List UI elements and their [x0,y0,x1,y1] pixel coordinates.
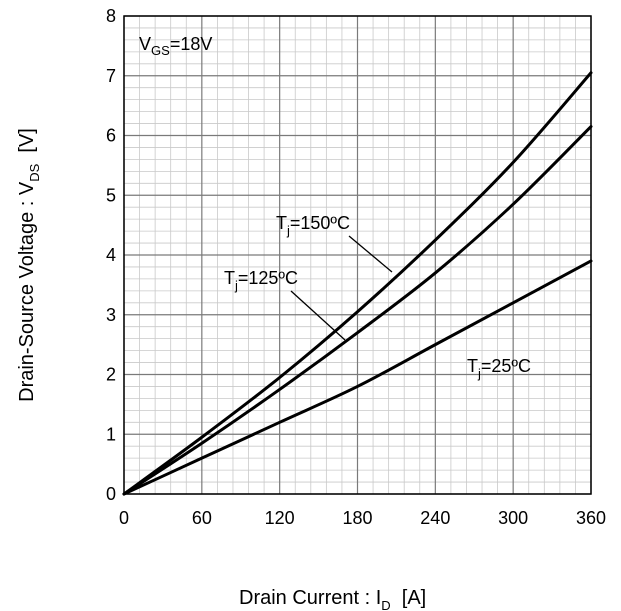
series-label-tj150-suffix: =150ºC [290,213,350,233]
y-tick-label: 2 [106,365,116,385]
y-axis-title-sub: DS [27,163,42,181]
x-tick-labels: 0 60 120 180 240 300 360 [119,508,606,528]
x-tick-label: 120 [265,508,295,528]
series-label-tj25-prefix: T [467,356,478,376]
y-tick-label: 4 [106,245,116,265]
plot-frame [123,15,592,495]
x-axis-title-sub: D [381,598,390,611]
annotation-leader-lines [290,235,393,341]
x-axis-title-main: Drain Current : I [239,587,381,609]
y-tick-labels: 0 1 2 3 4 5 6 7 8 [106,6,116,504]
series-label-tj125-prefix: T [224,268,235,288]
y-tick-label: 6 [106,126,116,146]
y-tick-label: 7 [106,66,116,86]
series-label-tj150-prefix: T [276,213,287,233]
y-tick-label: 5 [106,185,116,205]
x-tick-label: 180 [342,508,372,528]
condition-prefix: V [139,34,151,54]
series-label-tj125-sub: j [234,278,238,293]
series-label-tj125: Tj=125ºC [224,268,298,293]
leader-line-tj125 [290,290,346,341]
y-tick-label: 8 [106,6,116,26]
y-tick-label: 1 [106,424,116,444]
x-tick-label: 360 [576,508,606,528]
series-lines [122,71,593,496]
condition-label: VGS=18V [139,34,212,58]
y-axis-title-unit: [V] [16,128,38,164]
x-tick-label: 240 [420,508,450,528]
x-tick-label: 0 [119,508,129,528]
series-line-1 [122,125,593,496]
series-label-tj150-sub: j [286,223,290,238]
x-axis-title-unit: [A] [391,587,427,609]
condition-sub: GS [151,43,170,58]
series-label-tj25-suffix: =25ºC [481,356,531,376]
series-label-tj125-suffix: =125ºC [238,268,298,288]
x-tick-label: 60 [192,508,212,528]
series-label-tj150: Tj=150ºC [276,213,350,238]
y-tick-label: 0 [106,484,116,504]
series-label-tj25-sub: j [477,366,481,381]
series-line-0 [122,71,593,496]
leader-line-tj150 [348,235,393,273]
x-axis-title: Drain Current : ID [A] [239,587,426,611]
y-axis-title-main: Drain-Source Voltage : V [16,181,38,402]
y-axis-title: Drain-Source Voltage : VDS [V] [16,128,42,402]
series-label-tj25: Tj=25ºC [467,356,531,381]
series-line-2 [122,259,593,496]
condition-suffix: =18V [170,34,213,54]
x-tick-label: 300 [498,508,528,528]
y-tick-label: 3 [106,305,116,325]
